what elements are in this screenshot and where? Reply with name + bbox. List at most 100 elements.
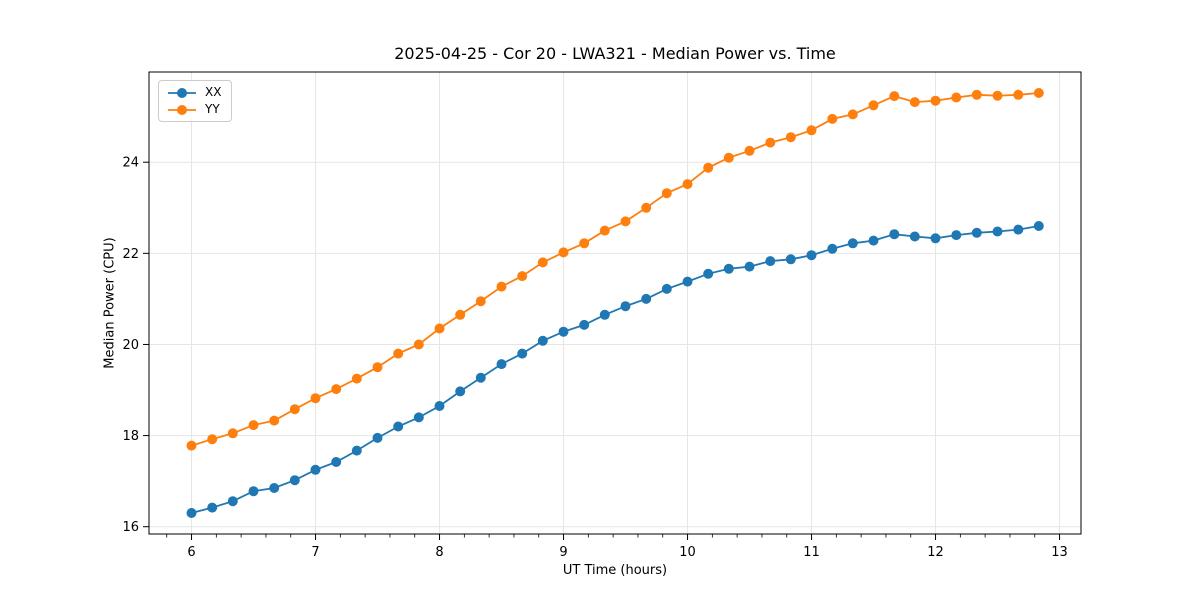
series-xx-point [413,412,424,423]
series-xx-point [579,319,590,330]
series-yy-point [372,362,383,373]
legend: XX YY [158,80,233,122]
series-yy-point [971,89,982,100]
series-xx-point [372,432,383,443]
series-xx-point [331,457,342,467]
series-yy-point [992,90,1003,101]
x-axis-label: UT Time (hours) [562,563,668,578]
series-xx-point [599,309,610,320]
series-xx-point [434,401,445,411]
series-xx-point [269,483,280,493]
legend-item-yy: YY [166,102,221,117]
series-yy-point [579,238,590,249]
series-xx-point [351,445,362,456]
y-axis-label: Median Power (CPU) [102,237,118,369]
series-xx-point [455,386,466,397]
series-yy-point [703,162,714,173]
series-xx-point [227,496,238,507]
series-yy-point [847,109,858,120]
y-tick-label: 16 [122,520,139,535]
series-xx-point [186,508,197,518]
x-tick-label: 9 [559,545,567,560]
series-yy-point [1033,88,1044,98]
series-yy-point [868,100,879,111]
series-xx-point [661,283,672,294]
y-tick-label: 24 [122,156,139,171]
chart-title: 2025-04-25 - Cor 20 - LWA321 - Median Po… [394,44,836,63]
series-xx-point [558,326,569,337]
series-yy-point [331,384,342,395]
series-yy-point [806,125,817,136]
series-xx-point [393,421,404,432]
legend-label-yy: YY [205,102,220,116]
series-yy-point [641,202,652,213]
series-yy-point [744,145,755,156]
series-yy-point [827,113,838,124]
x-tick-label: 6 [187,545,195,560]
series-xx-point [475,372,486,383]
series-xx-point [723,263,734,274]
x-tick-label: 10 [679,545,696,560]
series-yy-point [207,434,218,445]
series-xx-point [744,261,755,272]
series-yy-point [413,339,424,350]
legend-line-marker-icon [168,104,196,115]
series-yy-point [475,296,486,307]
series-yy-point [889,91,900,102]
series-xx-point [765,256,776,267]
series-xx-point [620,301,631,312]
series-yy-point [1013,89,1024,100]
series-yy-point [682,179,693,190]
series-yy-point [785,132,796,143]
series-yy-point [930,95,941,106]
series-xx-point [517,348,528,359]
y-tick-label: 20 [122,338,139,353]
series-xx-point [310,464,321,475]
x-tick-label: 11 [803,545,820,560]
series-xx-point [930,233,941,244]
axes-frame [148,71,1082,535]
series-yy-point [599,225,610,236]
series-yy-point [951,92,962,103]
series-yy-line [191,92,1039,447]
series-xx-point [909,231,920,242]
series-xx-point [951,230,962,241]
y-tick-label: 22 [122,247,139,262]
series-xx-point [682,276,693,287]
series-yy-point [289,404,300,415]
series-yy-point [269,415,280,426]
series-xx-point [496,359,507,370]
series-xx-point [868,235,879,246]
series-xx-point [641,293,652,304]
series-yy-point [455,309,466,320]
x-tick-label: 12 [927,545,944,560]
series-yy-point [310,393,321,404]
legend-line-marker-icon [168,87,196,98]
series-xx-point [992,226,1003,237]
series-yy-point [765,137,776,148]
series-xx-point [806,250,817,261]
y-tick-label: 18 [122,429,139,444]
x-tick-label: 7 [311,545,319,560]
series-yy-point [393,348,404,359]
series-xx-point [289,475,300,486]
series-yy-point [723,152,734,163]
series-yy-point [186,440,197,451]
series-yy-point [227,428,238,439]
legend-item-xx: XX [166,85,221,100]
series-xx-point [207,502,218,513]
series-yy-point [537,257,548,268]
series-xx-point [248,486,259,497]
legend-label-xx: XX [205,85,222,99]
series-yy-point [558,247,569,258]
series-xx-point [785,254,796,265]
series-xx-point [889,229,900,240]
series-yy-point [248,420,259,431]
series-xx-point [847,238,858,249]
series-xx-point [1013,224,1024,235]
series-xx-point [971,227,982,238]
series-yy-point [661,188,672,199]
series-yy-point [351,373,362,384]
